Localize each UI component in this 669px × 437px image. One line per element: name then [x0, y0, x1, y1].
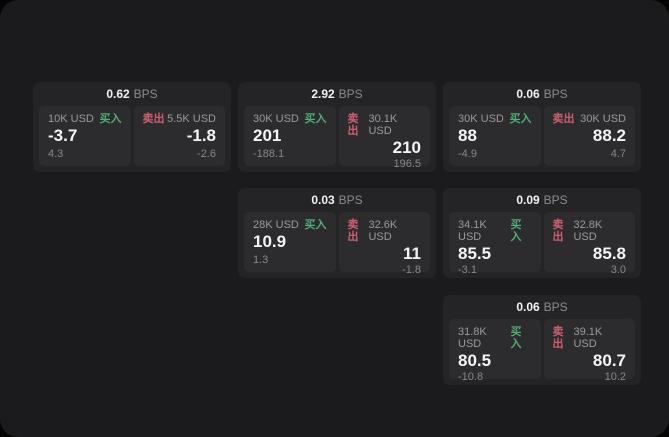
sell-amount: 32.6K USD — [368, 219, 398, 243]
buy-price: 201 — [253, 126, 282, 145]
bps-value: 0.62 — [106, 87, 130, 101]
sell-delta: 3.0 — [610, 264, 626, 276]
buy-side-label: 买入 — [304, 219, 327, 231]
sell-delta: 4.7 — [610, 148, 626, 160]
buy-delta: -188.1 — [253, 148, 285, 160]
sell-side-label: 卖出 — [347, 113, 359, 137]
bps-unit-label: BPS — [543, 193, 568, 207]
sell-amount: 30K USD — [580, 113, 626, 125]
sell-panel[interactable]: 卖出 30K USD 88.2 4.7 — [543, 106, 635, 166]
sell-price: 85.8 — [592, 244, 626, 263]
sell-price: 11 — [403, 244, 421, 263]
sell-side-label: 卖出 — [347, 219, 359, 243]
sell-panel[interactable]: 卖出 5.5K USD -1.8 -2.6 — [133, 106, 225, 166]
quote-panels: 28K USD 买入 10.9 1.3 卖出 32.6K USD 11 -1.8 — [238, 212, 436, 276]
buy-price: 10.9 — [253, 232, 287, 251]
sell-price: 88.2 — [592, 126, 626, 145]
bps-unit-label: BPS — [338, 193, 363, 207]
quote-card[interactable]: 0.06 BPS 30K USD 买入 88 -4.9 卖出 30K USD 8… — [443, 82, 641, 172]
sell-price: -1.8 — [186, 126, 216, 145]
sell-delta: 10.2 — [604, 371, 626, 383]
bps-unit-label: BPS — [133, 87, 158, 101]
buy-amount: 34.1K USD — [458, 219, 487, 243]
card-header: 0.62 BPS — [33, 82, 231, 106]
bps-value: 0.06 — [516, 300, 540, 314]
sell-amount: 39.1K USD — [573, 326, 603, 350]
quote-card[interactable]: 0.62 BPS 10K USD 买入 -3.7 4.3 卖出 5.5K USD… — [33, 82, 231, 172]
card-header: 0.09 BPS — [443, 188, 641, 212]
buy-amount: 30K USD — [458, 113, 504, 125]
card-header: 0.06 BPS — [443, 82, 641, 106]
buy-side-label: 买入 — [304, 113, 327, 125]
sell-amount: 30.1K USD — [368, 113, 398, 137]
quote-panels: 10K USD 买入 -3.7 4.3 卖出 5.5K USD -1.8 -2.… — [33, 106, 231, 166]
sell-delta: -1.8 — [402, 264, 421, 276]
buy-price: 88 — [458, 126, 477, 145]
buy-delta: -4.9 — [458, 148, 477, 160]
bps-value: 2.92 — [311, 87, 335, 101]
card-header: 2.92 BPS — [238, 82, 436, 106]
sell-delta: -2.6 — [197, 148, 216, 160]
buy-side-label: 买入 — [509, 113, 532, 125]
buy-delta: 4.3 — [48, 148, 64, 160]
quote-card[interactable]: 0.03 BPS 28K USD 买入 10.9 1.3 卖出 32.6K US… — [238, 188, 436, 278]
buy-panel[interactable]: 10K USD 买入 -3.7 4.3 — [39, 106, 131, 166]
sell-side-label: 卖出 — [552, 219, 564, 243]
quote-panels: 31.8K USD 买入 80.5 -10.8 卖出 39.1K USD 80.… — [443, 319, 641, 383]
buy-amount: 10K USD — [48, 113, 94, 125]
buy-amount: 28K USD — [253, 219, 299, 231]
buy-panel[interactable]: 31.8K USD 买入 80.5 -10.8 — [449, 319, 541, 383]
quote-panels: 30K USD 买入 88 -4.9 卖出 30K USD 88.2 4.7 — [443, 106, 641, 166]
sell-amount: 5.5K USD — [167, 113, 216, 125]
buy-panel[interactable]: 30K USD 买入 88 -4.9 — [449, 106, 541, 166]
sell-delta: 196.5 — [393, 158, 421, 170]
sell-side-label: 卖出 — [552, 326, 564, 350]
buy-price: 80.5 — [458, 351, 492, 370]
quote-card[interactable]: 0.06 BPS 31.8K USD 买入 80.5 -10.8 卖出 39.1… — [443, 295, 641, 385]
buy-panel[interactable]: 30K USD 买入 201 -188.1 — [244, 106, 336, 166]
card-header: 0.03 BPS — [238, 188, 436, 212]
buy-delta: 1.3 — [253, 254, 269, 266]
buy-side-label: 买入 — [99, 113, 122, 125]
sell-side-label: 卖出 — [142, 113, 165, 125]
buy-amount: 30K USD — [253, 113, 299, 125]
sell-panel[interactable]: 卖出 39.1K USD 80.7 10.2 — [543, 319, 635, 383]
quote-panels: 34.1K USD 买入 85.5 -3.1 卖出 32.8K USD 85.8… — [443, 212, 641, 276]
quote-panels: 30K USD 买入 201 -188.1 卖出 30.1K USD 210 1… — [238, 106, 436, 170]
bps-unit-label: BPS — [543, 87, 568, 101]
buy-amount: 31.8K USD — [458, 326, 487, 350]
buy-side-label: 买入 — [510, 219, 522, 243]
buy-price: -3.7 — [48, 126, 78, 145]
bps-value: 0.06 — [516, 87, 540, 101]
buy-panel[interactable]: 34.1K USD 买入 85.5 -3.1 — [449, 212, 541, 276]
sell-panel[interactable]: 卖出 32.8K USD 85.8 3.0 — [543, 212, 635, 276]
quote-card[interactable]: 2.92 BPS 30K USD 买入 201 -188.1 卖出 30.1K … — [238, 82, 436, 172]
sell-panel[interactable]: 卖出 30.1K USD 210 196.5 — [338, 106, 430, 170]
sell-price: 210 — [392, 138, 421, 157]
sell-panel[interactable]: 卖出 32.6K USD 11 -1.8 — [338, 212, 430, 276]
buy-price: 85.5 — [458, 244, 492, 263]
bps-value: 0.09 — [516, 193, 540, 207]
buy-delta: -3.1 — [458, 264, 477, 276]
buy-side-label: 买入 — [510, 326, 522, 350]
sell-price: 80.7 — [592, 351, 626, 370]
card-header: 0.06 BPS — [443, 295, 641, 319]
buy-panel[interactable]: 28K USD 买入 10.9 1.3 — [244, 212, 336, 272]
bps-unit-label: BPS — [543, 300, 568, 314]
quote-card[interactable]: 0.09 BPS 34.1K USD 买入 85.5 -3.1 卖出 32.8K… — [443, 188, 641, 278]
sell-side-label: 卖出 — [552, 113, 575, 125]
bps-value: 0.03 — [311, 193, 335, 207]
buy-delta: -10.8 — [458, 371, 484, 383]
sell-amount: 32.8K USD — [573, 219, 603, 243]
bps-unit-label: BPS — [338, 87, 363, 101]
